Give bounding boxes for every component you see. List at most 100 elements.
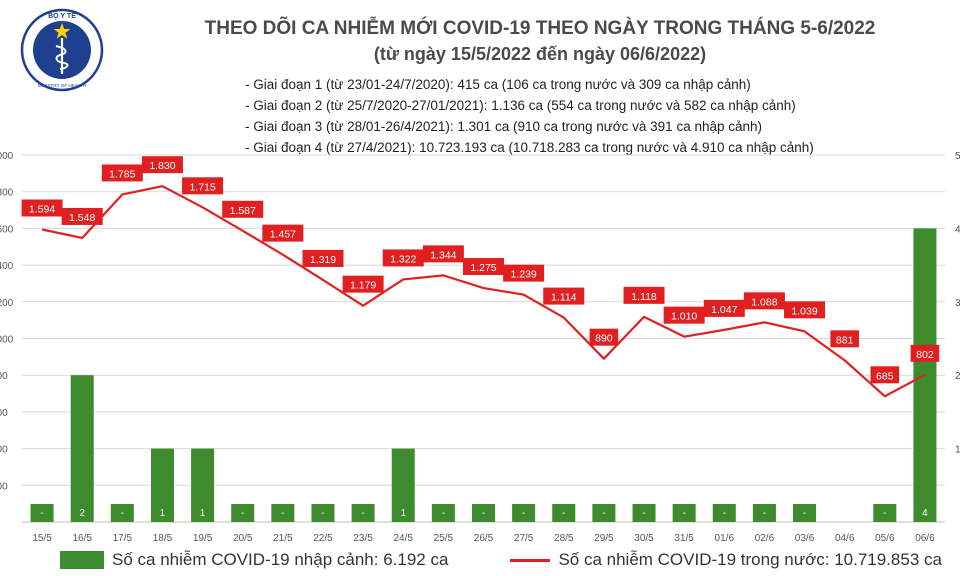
line-data-label: 1.010	[671, 311, 697, 323]
x-tick-label: 03/6	[795, 533, 815, 544]
bar	[191, 448, 215, 522]
line-data-label: 1.548	[69, 212, 95, 224]
x-tick-label: 05/6	[875, 533, 895, 544]
y-right-tick-label: 4	[955, 224, 960, 235]
line-data-label-box	[262, 224, 304, 242]
ministry-of-health-logo: BỘ Y TẾ MINISTRY OF HEALTH	[20, 8, 104, 92]
y-left-tick-label: 800	[0, 371, 8, 382]
x-tick-label: 29/5	[594, 533, 614, 544]
line-data-label: 1.322	[390, 253, 416, 265]
y-right-tick-label: 3	[955, 298, 960, 309]
legend-line-swatch	[510, 558, 551, 562]
bar-data-label: 2	[79, 508, 85, 519]
line-data-label-box	[830, 330, 859, 348]
x-tick-label: 30/5	[634, 533, 654, 544]
bar-data-label: -	[442, 508, 445, 519]
line-data-label-box	[141, 156, 183, 174]
y-left-tick-label: 1600	[0, 224, 14, 235]
x-tick-label: 27/5	[514, 533, 534, 544]
x-tick-label: 20/5	[233, 533, 253, 544]
x-tick-label: 02/6	[755, 533, 775, 544]
bar-data-label: -	[321, 508, 324, 519]
line-data-label: 1.275	[470, 262, 496, 274]
bar	[150, 448, 174, 522]
bar-data-label: 1	[400, 508, 406, 519]
bar	[512, 504, 536, 522]
line-data-label: 1.239	[510, 269, 536, 281]
line-data-label-box	[382, 249, 424, 267]
line-data-label-box	[589, 328, 619, 346]
bar	[672, 504, 696, 522]
line-data-label-box	[342, 275, 384, 293]
bar	[873, 504, 897, 522]
bar-data-label: 1	[200, 508, 206, 519]
line-data-label-box	[703, 299, 745, 317]
bar-data-label: -	[803, 508, 806, 519]
svg-text:BỘ Y TẾ: BỘ Y TẾ	[48, 10, 76, 20]
bar-data-label: -	[522, 508, 525, 519]
line-data-label: 1.587	[230, 205, 256, 217]
domestic-cases-line	[41, 185, 926, 398]
x-tick-label: 19/5	[193, 533, 213, 544]
x-tick-label: 23/5	[353, 533, 373, 544]
line-data-label-box	[101, 164, 143, 182]
x-tick-label: 24/5	[394, 533, 414, 544]
line-data-label: 890	[595, 333, 613, 345]
line-data-label: 1.830	[149, 160, 175, 172]
line-data-label: 1.047	[711, 304, 737, 316]
line-data-label: 1.785	[109, 168, 135, 180]
legend-bar-swatch	[60, 551, 104, 569]
line-data-label: 1.039	[791, 305, 817, 317]
bar-data-label: -	[121, 508, 124, 519]
x-tick-label: 31/5	[674, 533, 694, 544]
line-data-label: 1.457	[270, 229, 296, 241]
y-left-tick-label: 600	[0, 408, 8, 419]
phase-note: - Giai đoạn 2 (từ 25/7/2020-27/01/2021):…	[245, 98, 796, 113]
line-data-label-box	[21, 199, 63, 217]
x-tick-label: 01/6	[715, 533, 735, 544]
bar-data-label: -	[723, 508, 726, 519]
bar	[110, 504, 134, 522]
bar-data-label: -	[883, 508, 886, 519]
line-data-label-box	[61, 207, 103, 225]
line-data-label: 881	[836, 334, 854, 346]
line-data-label-box	[543, 287, 585, 305]
chart-title: THEO DÕI CA NHIỄM MỚI COVID-19 THEO NGÀY…	[204, 18, 876, 39]
y-left-tick-label: 1200	[0, 298, 14, 309]
y-left-tick-label: 1400	[0, 261, 14, 272]
bar-data-label: 1	[160, 508, 166, 519]
line-data-label: 802	[916, 349, 934, 361]
line-data-label: 1.088	[751, 296, 777, 308]
line-data-label-box	[182, 177, 224, 195]
x-tick-label: 25/5	[434, 533, 454, 544]
bar-data-label: -	[682, 508, 685, 519]
y-left-tick-label: 200	[0, 481, 8, 492]
bar	[712, 504, 736, 522]
x-tick-label: 28/5	[554, 533, 574, 544]
bar-data-label: -	[40, 508, 43, 519]
y-right-tick-label: 5	[955, 151, 960, 162]
x-tick-label: 15/5	[32, 533, 52, 544]
bar	[632, 504, 656, 522]
bar-data-label: -	[482, 508, 485, 519]
bar	[552, 504, 576, 522]
line-data-label-box	[784, 301, 826, 319]
y-right-tick-label: 2	[955, 371, 960, 382]
x-tick-label: 22/5	[313, 533, 333, 544]
bar-data-label: -	[281, 508, 284, 519]
bar	[431, 504, 455, 522]
y-left-tick-label: 1800	[0, 188, 14, 199]
bar	[472, 504, 495, 522]
x-tick-label: 17/5	[113, 533, 133, 544]
line-data-label: 685	[876, 370, 894, 382]
line-data-label: 1.179	[350, 280, 376, 292]
bar-data-label: -	[602, 508, 605, 519]
line-data-label-box	[743, 292, 785, 310]
legend: Số ca nhiễm COVID-19 nhập cảnh: 6.192 ca…	[60, 548, 942, 572]
chart-subtitle: (từ ngày 15/5/2022 đến ngày 06/6/2022)	[373, 44, 707, 64]
line-data-label-box	[623, 286, 665, 304]
bar	[793, 504, 817, 522]
x-tick-label: 16/5	[72, 533, 92, 544]
bar	[30, 504, 54, 522]
